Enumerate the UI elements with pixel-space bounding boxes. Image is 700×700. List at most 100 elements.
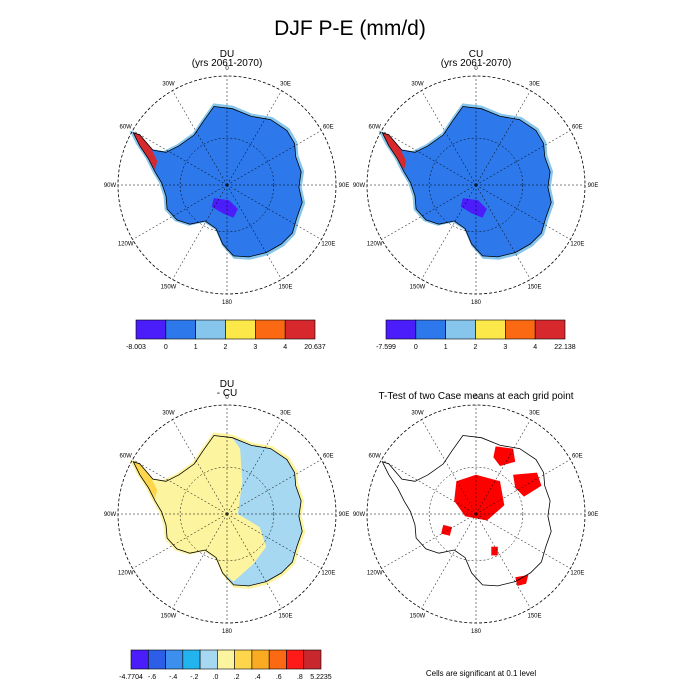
map-border (117, 404, 337, 624)
longitude-tick-label: 60E (323, 125, 334, 131)
significant-cells (515, 575, 529, 586)
colorbar-tick-label: 22.138 (554, 344, 576, 351)
colorbar-tick-label: 4 (533, 344, 537, 351)
longitude-tick-label: 60W (369, 125, 382, 131)
colorbar-swatch (135, 319, 167, 340)
map-border (117, 75, 337, 295)
longitude-tick-label: 30W (162, 82, 175, 88)
colorbar-tick-label: 1 (194, 344, 198, 351)
longitude-tick-label: 60E (572, 454, 583, 460)
coastline (132, 435, 303, 587)
colorbar-tick-label: .0 (213, 674, 219, 681)
longitude-tick-label: 90W (353, 512, 366, 518)
longitude-tick-label: 120E (321, 571, 335, 577)
coastline (132, 106, 303, 258)
longitude-tick-label: 150E (527, 613, 541, 619)
longitude-tick-label: 120E (570, 242, 584, 248)
significant-cells (454, 474, 505, 521)
colorbar-tick-label: 1 (444, 344, 448, 351)
colorbar-tick-label: 0 (164, 344, 168, 351)
colorbar-tick-label: .6 (276, 674, 282, 681)
colorbar-tick-label: 3 (253, 344, 257, 351)
colorbar-tick-label: 5.2235 (310, 674, 332, 681)
panel-du-title: DU (220, 49, 234, 60)
longitude-tick-label: 180 (222, 300, 233, 306)
longitude-tick-label: 60E (572, 125, 583, 131)
latitude-circle (179, 137, 275, 233)
colorbar-diff: -4.7704 -.6 -.4 -.2 .0 .2 .4 .6 .8 5.2235 (119, 649, 332, 681)
colorbar-tick-label: .4 (255, 674, 261, 681)
colorbar-tick-label: 3 (503, 344, 507, 351)
positive-anomaly-cells (133, 435, 267, 582)
colorbar-tick-label: -7.599 (376, 344, 396, 351)
longitude-tick-label: 120W (118, 242, 134, 248)
colorbar-swatch (255, 319, 286, 340)
colorbar-tick-label: 20.637 (304, 344, 326, 351)
longitude-tick-label: 120W (367, 242, 383, 248)
colorbar-tick-label: 2 (474, 344, 478, 351)
longitude-tick-label: 180 (222, 629, 233, 635)
colorbar-swatch (475, 319, 506, 340)
colorbar-swatch (225, 319, 256, 340)
longitude-tick-label: 0 (225, 66, 229, 72)
coastline (381, 106, 552, 258)
significant-cells (491, 546, 498, 556)
longitude-tick-label: 150W (161, 613, 177, 619)
colorbar-cu: -7.599 0 1 2 3 4 22.138 (376, 319, 576, 351)
panel-du-subtitle: (yrs 2061-2070) (192, 58, 263, 69)
colorbar-swatch (130, 649, 149, 670)
panel-diff-title: DU (220, 379, 234, 390)
colorbar-swatch (286, 649, 305, 670)
colorbar-swatch (284, 319, 316, 340)
longitude-tick-label: 150E (527, 284, 541, 290)
latitude-circle (428, 137, 524, 233)
colorbar-swatch (217, 649, 235, 670)
longitude-tick-label: 60W (120, 454, 133, 460)
colorbar-swatch (199, 649, 218, 670)
colorbar-swatch (385, 319, 417, 340)
colorbar-swatch (165, 649, 184, 670)
colorbar-swatch (268, 649, 287, 670)
longitude-tick-label: 90W (104, 512, 117, 518)
negative-cells (460, 198, 487, 218)
longitude-tick-label: 30W (411, 82, 424, 88)
longitude-tick-label: 30E (280, 411, 291, 417)
longitude-tick-label: 0 (225, 395, 229, 401)
longitude-tick-label: 60W (120, 125, 133, 131)
colorbar-swatch (303, 649, 322, 670)
longitude-tick-label: 180 (471, 629, 482, 635)
longitude-tick-label: 120W (367, 571, 383, 577)
colorbar-swatch (195, 319, 226, 340)
longitude-tick-label: 0 (474, 66, 478, 72)
longitude-tick-label: 60E (323, 454, 334, 460)
significance-note: Cells are significant at 0.1 level (426, 669, 537, 678)
coastline (381, 435, 552, 587)
colorbar-swatch (251, 649, 270, 670)
colorbar-tick-label: .8 (297, 674, 303, 681)
colorbar-tick-label: 0 (414, 344, 418, 351)
latitude-circle (428, 466, 524, 562)
longitude-tick-label: 30E (529, 411, 540, 417)
longitude-tick-label: 30E (280, 82, 291, 88)
colorbar-tick-label: -.6 (148, 674, 156, 681)
longitude-tick-label: 0 (474, 395, 478, 401)
longitude-tick-label: 60W (369, 454, 382, 460)
colorbar-swatch (182, 649, 201, 670)
colorbar-tick-label: 2 (224, 344, 228, 351)
longitude-tick-label: 90E (339, 183, 350, 189)
longitude-tick-label: 150W (410, 613, 426, 619)
negative-cells (211, 198, 238, 218)
longitude-tick-label: 90W (104, 183, 117, 189)
colorbar-tick-label: .2 (234, 674, 240, 681)
peninsula-anomaly-cells (133, 461, 158, 499)
longitude-tick-label: 90W (353, 183, 366, 189)
colorbar-tick-label: -.4 (169, 674, 177, 681)
longitude-tick-label: 120E (570, 571, 584, 577)
colorbar-du: -8.003 0 1 2 3 4 20.637 (126, 319, 326, 351)
colorbar-swatch (505, 319, 536, 340)
longitude-tick-label: 120W (118, 571, 134, 577)
longitude-tick-label: 120E (321, 242, 335, 248)
colorbar-tick-label: -.2 (190, 674, 198, 681)
longitude-tick-label: 90E (339, 512, 350, 518)
colorbar-swatch (534, 319, 566, 340)
